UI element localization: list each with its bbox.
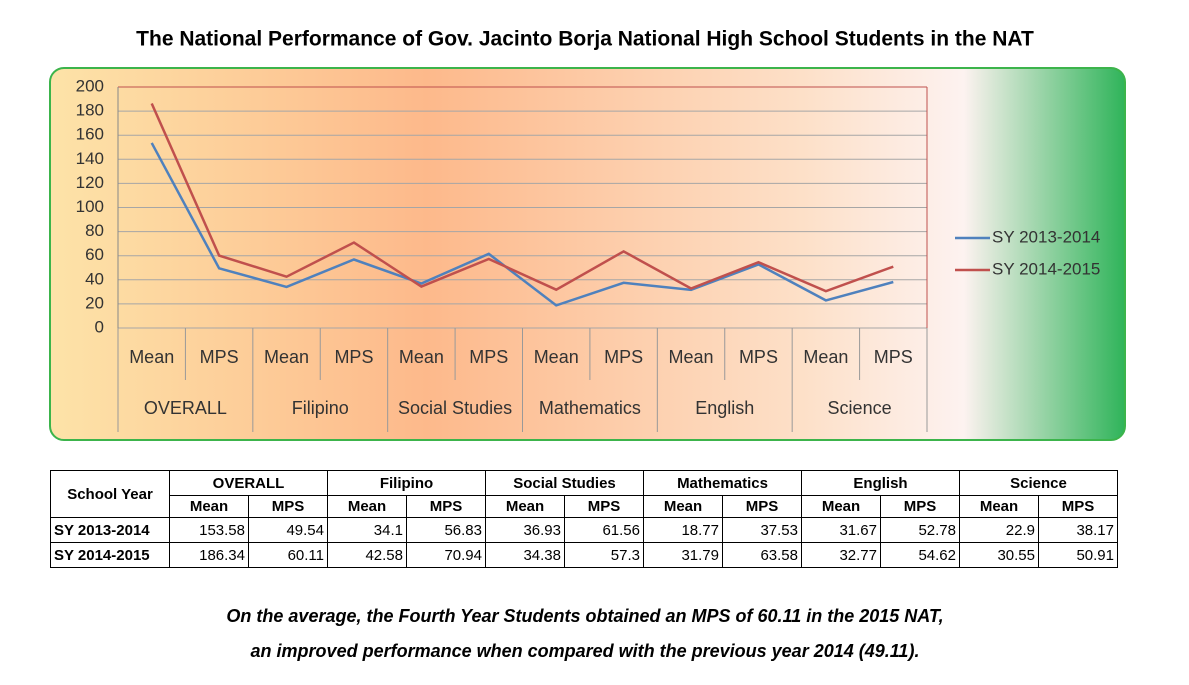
table-cell: Mathematics <box>643 470 802 496</box>
table-cell: Mean <box>327 495 407 518</box>
x-tick-label: MPS <box>604 347 643 367</box>
table-cell: Mean <box>959 495 1039 518</box>
table-cell: Science <box>959 470 1118 496</box>
table-cell: MPS <box>880 495 960 518</box>
table-cell: 42.58 <box>327 542 407 568</box>
table-cell: SY 2013-2014 <box>50 517 170 543</box>
y-tick-label: 180 <box>76 101 104 120</box>
table-cell: 63.58 <box>722 542 802 568</box>
y-tick-label: 40 <box>85 269 104 288</box>
table-cell: 60.11 <box>248 542 328 568</box>
table-cell: 37.53 <box>722 517 802 543</box>
table-cell: OVERALL <box>169 470 328 496</box>
table-cell: MPS <box>406 495 486 518</box>
table-cell: 31.79 <box>643 542 723 568</box>
table-cell: 36.93 <box>485 517 565 543</box>
group-label: English <box>695 398 754 418</box>
y-tick-label: 200 <box>76 76 104 95</box>
table-row: School Year OVERALL Filipino Social Studies… <box>50 470 1118 518</box>
table-cell: 49.54 <box>248 517 328 543</box>
table-cell: MPS <box>564 495 644 518</box>
group-label: OVERALL <box>144 398 227 418</box>
table-row: SY 2013-2014 153.58 49.54 34.1 56.83 36.93 61.… <box>50 517 1118 543</box>
table-cell: 56.83 <box>406 517 486 543</box>
table-cell: 54.62 <box>880 542 960 568</box>
y-tick-label: 160 <box>76 125 104 144</box>
table-cell: SY 2014-2015 <box>50 542 170 568</box>
table-cell: MPS <box>248 495 328 518</box>
data-table: School Year OVERALL Filipino Social Studies… <box>50 470 1118 568</box>
footer-line: an improved performance when compared wi… <box>250 641 920 661</box>
x-tick-label: MPS <box>874 347 913 367</box>
table-cell: English <box>801 470 960 496</box>
legend-label: SY 2013-2014 <box>992 227 1100 246</box>
y-tick-label: 80 <box>85 221 104 240</box>
table-cell: 153.58 <box>169 517 249 543</box>
x-tick-label: Mean <box>129 347 174 367</box>
table-cell: MPS <box>1038 495 1118 518</box>
y-tick-label: 100 <box>76 197 104 216</box>
x-tick-label: MPS <box>334 347 373 367</box>
table-cell: Mean <box>485 495 565 518</box>
table-row: Mean MPS Mean MPS Mean MPS Mean MPS Mean MPS Mean M… <box>51 495 1118 518</box>
table-cell: 31.67 <box>801 517 881 543</box>
chart-title: The National Performance of Gov. Jacinto… <box>136 28 1034 51</box>
table-cell: Mean <box>643 495 723 518</box>
table-cell: 50.91 <box>1038 542 1118 568</box>
table-cell: Mean <box>801 495 881 518</box>
table-cell: 22.9 <box>959 517 1039 543</box>
table-cell: 57.3 <box>564 542 644 568</box>
table-row: SY 2014-2015 186.34 60.11 42.58 70.94 34.38 57… <box>50 542 1118 568</box>
group-label: Mathematics <box>539 398 641 418</box>
table-cell: MPS <box>722 495 802 518</box>
footer-line: On the average, the Fourth Year Students… <box>226 606 944 626</box>
x-tick-label: Mean <box>264 347 309 367</box>
chart-frame <box>49 67 1126 441</box>
table-cell: 61.56 <box>564 517 644 543</box>
table-cell: Mean <box>169 495 249 518</box>
table-cell: 52.78 <box>880 517 960 543</box>
table-cell: 18.77 <box>643 517 723 543</box>
table-cell: 186.34 <box>169 542 249 568</box>
group-label: Social Studies <box>398 398 512 418</box>
table-cell: 30.55 <box>959 542 1039 568</box>
x-tick-label: MPS <box>469 347 508 367</box>
series-line <box>150 102 894 293</box>
y-tick-label: 20 <box>85 293 104 312</box>
table-cell: 70.94 <box>406 542 486 568</box>
y-tick-label: 60 <box>85 245 104 264</box>
y-tick-label: 120 <box>76 173 104 192</box>
x-tick-label: MPS <box>200 347 239 367</box>
table-cell: School Year <box>50 470 170 518</box>
chart: The National Performance of Gov. Jacinto… <box>49 28 1126 441</box>
table-cell: 32.77 <box>801 542 881 568</box>
x-tick-label: Mean <box>534 347 579 367</box>
table-cell: 38.17 <box>1038 517 1118 543</box>
table-cell: Social Studies <box>485 470 644 496</box>
series-line <box>150 142 894 307</box>
group-label: Filipino <box>292 398 349 418</box>
x-tick-label: Mean <box>669 347 714 367</box>
x-tick-label: Mean <box>399 347 444 367</box>
x-tick-label: Mean <box>803 347 848 367</box>
table-cell: 34.1 <box>327 517 407 543</box>
legend-label: SY 2014-2015 <box>992 259 1100 278</box>
y-tick-label: 140 <box>76 149 104 168</box>
y-tick-label: 0 <box>95 317 104 336</box>
table-cell: 34.38 <box>485 542 565 568</box>
table-cell: Filipino <box>327 470 486 496</box>
x-tick-label: MPS <box>739 347 778 367</box>
group-label: Science <box>828 398 892 418</box>
